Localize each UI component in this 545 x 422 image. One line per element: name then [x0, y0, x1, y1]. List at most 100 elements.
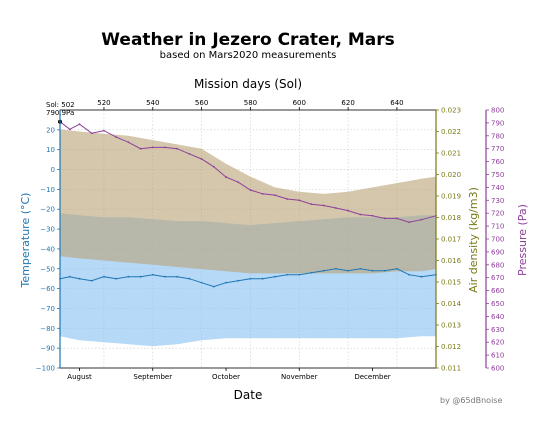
density-tick-label: 0.020	[441, 171, 461, 179]
temperature-point	[383, 269, 386, 272]
pressure-tick-label: 680	[491, 261, 504, 269]
temperature-point	[298, 273, 301, 276]
y-axis-label-density: Air density (kg/m3)	[467, 187, 480, 293]
density-tick-label: 0.017	[441, 236, 461, 244]
pressure-tick-label: 650	[491, 300, 504, 308]
month-tick-label: November	[281, 373, 318, 381]
pressure-tick-label: 730	[491, 197, 504, 205]
temperature-tick-label: 10	[46, 146, 55, 154]
pressure-point	[139, 147, 142, 150]
top-axis-label: Mission days (Sol)	[194, 77, 302, 91]
x-axis-label: Date	[234, 388, 263, 402]
temperature-tick-label: 0	[51, 166, 55, 174]
density-tick-label: 0.023	[441, 107, 461, 115]
temperature-tick-label: −70	[40, 305, 55, 313]
density-tick-label: 0.018	[441, 214, 461, 222]
pressure-point	[176, 147, 179, 150]
temperature-point	[115, 277, 118, 280]
series-lines	[58, 119, 437, 288]
temperature-point	[90, 279, 93, 282]
pressure-point	[298, 199, 301, 202]
temperature-point	[164, 275, 166, 278]
pressure-tick-label: 770	[491, 145, 504, 153]
pressure-tick-label: 760	[491, 158, 504, 166]
temperature-tick-label: 20	[46, 126, 55, 134]
density-tick-label: 0.015	[441, 279, 461, 287]
temperature-tick-label: −50	[40, 265, 55, 273]
temperature-point	[200, 281, 203, 284]
pressure-point	[273, 194, 276, 197]
temperature-point	[139, 275, 142, 278]
pressure-point	[115, 136, 118, 138]
pressure-point	[225, 176, 227, 178]
temperature-tick-label: −20	[40, 206, 55, 214]
pressure-point	[261, 192, 264, 195]
temperature-point	[273, 275, 276, 278]
pressure-tick-label: 640	[491, 313, 504, 321]
pressure-point	[383, 217, 386, 220]
air-density-range-band	[60, 129, 436, 274]
pressure-point	[359, 213, 362, 216]
temperature-point	[371, 269, 374, 272]
temperature-point	[347, 269, 350, 272]
sol-tick-label: 640	[390, 99, 403, 107]
density-tick-label: 0.016	[441, 257, 462, 265]
pressure-point	[78, 123, 81, 126]
pressure-tick-label: 800	[491, 107, 504, 115]
pressure-line	[59, 121, 437, 223]
month-tick-label: October	[212, 373, 240, 381]
pressure-tick-label: 780	[491, 132, 504, 140]
pressure-tick-label: 620	[491, 339, 504, 347]
temperature-tick-label: −40	[40, 245, 55, 253]
sol-tick-label: 620	[341, 99, 354, 107]
temperature-line	[59, 268, 437, 288]
pressure-tick-label: 610	[491, 352, 504, 360]
temperature-tick-label: −60	[40, 285, 55, 293]
temperature-point	[334, 267, 337, 270]
temperature-point	[225, 281, 227, 284]
pressure-tick-label: 690	[491, 248, 504, 256]
density-tick-label: 0.013	[441, 322, 461, 330]
temperature-tick-label: −80	[40, 325, 55, 333]
pressure-point	[237, 181, 240, 184]
pressure-point	[90, 132, 93, 135]
pressure-point	[420, 218, 423, 221]
pressure-point	[310, 203, 313, 206]
sol-tick-label: 560	[195, 99, 208, 107]
pressure-point	[103, 129, 105, 132]
pressure-point	[347, 209, 350, 212]
pressure-tick-label: 670	[491, 274, 504, 282]
pressure-tick-label: 630	[491, 326, 504, 334]
temperature-point	[261, 277, 264, 280]
density-tick-label: 0.019	[441, 193, 461, 201]
chart-title: Weather in Jezero Crater, Mars	[101, 30, 394, 50]
chart-subtitle: based on Mars2020 measurements	[160, 50, 337, 61]
temperature-point	[322, 269, 325, 272]
temperature-tick-label: −90	[40, 345, 55, 353]
temperature-tick-label: −100	[36, 365, 55, 373]
pressure-point	[127, 141, 130, 144]
pressure-tick-label: 740	[491, 184, 504, 192]
density-tick-label: 0.012	[441, 343, 461, 351]
pressure-tick-label: 720	[491, 210, 504, 218]
temperature-point	[188, 277, 191, 280]
temperature-point	[310, 271, 313, 274]
y-axis-label-pressure: Pressure (Pa)	[516, 204, 529, 276]
marker-label-sol: Sol: 502	[46, 101, 75, 109]
pressure-tick-label: 750	[491, 171, 504, 179]
sol-tick-label: 540	[146, 99, 159, 107]
density-tick-label: 0.021	[441, 150, 461, 158]
pressure-tick-label: 600	[491, 365, 504, 373]
month-tick-label: December	[354, 373, 390, 381]
temperature-point	[151, 273, 154, 276]
density-tick-label: 0.011	[441, 365, 461, 373]
pressure-point	[164, 146, 166, 149]
pressure-point	[396, 217, 398, 220]
pressure-point	[68, 128, 71, 131]
pressure-point	[322, 204, 325, 207]
temperature-tick-label: −10	[40, 186, 55, 194]
pressure-point	[212, 165, 215, 168]
y-axis-label-temperature: Temperature (°C)	[19, 193, 32, 289]
temperature-point	[408, 273, 411, 276]
credit-text: by @65dBnoise	[440, 396, 502, 405]
